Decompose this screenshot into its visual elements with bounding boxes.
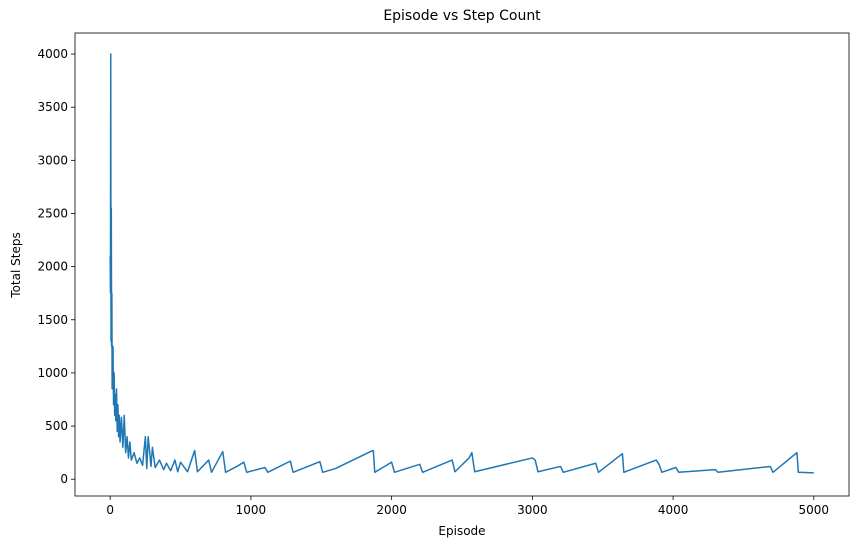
y-tick-label: 2500 [37, 206, 68, 220]
x-tick-label: 0 [106, 503, 114, 517]
y-tick-label: 2000 [37, 260, 68, 274]
y-axis-label: Total Steps [9, 232, 23, 298]
x-tick-label: 5000 [799, 503, 830, 517]
y-tick-label: 0 [60, 472, 68, 486]
chart-title: Episode vs Step Count [383, 8, 541, 24]
y-tick-label: 1500 [37, 313, 68, 327]
y-tick-label: 1000 [37, 366, 68, 380]
x-axis-label: Episode [438, 524, 485, 538]
x-tick-label: 3000 [517, 503, 548, 517]
y-tick-label: 500 [45, 419, 68, 433]
y-tick-label: 3500 [37, 100, 68, 114]
data-line [109, 53, 814, 474]
y-tick-label: 3000 [37, 153, 68, 167]
plot-frame [74, 32, 850, 497]
x-tick-label: 4000 [658, 503, 689, 517]
x-tick-label: 1000 [236, 503, 267, 517]
y-tick-label: 4000 [37, 47, 68, 61]
x-tick-label: 2000 [376, 503, 407, 517]
